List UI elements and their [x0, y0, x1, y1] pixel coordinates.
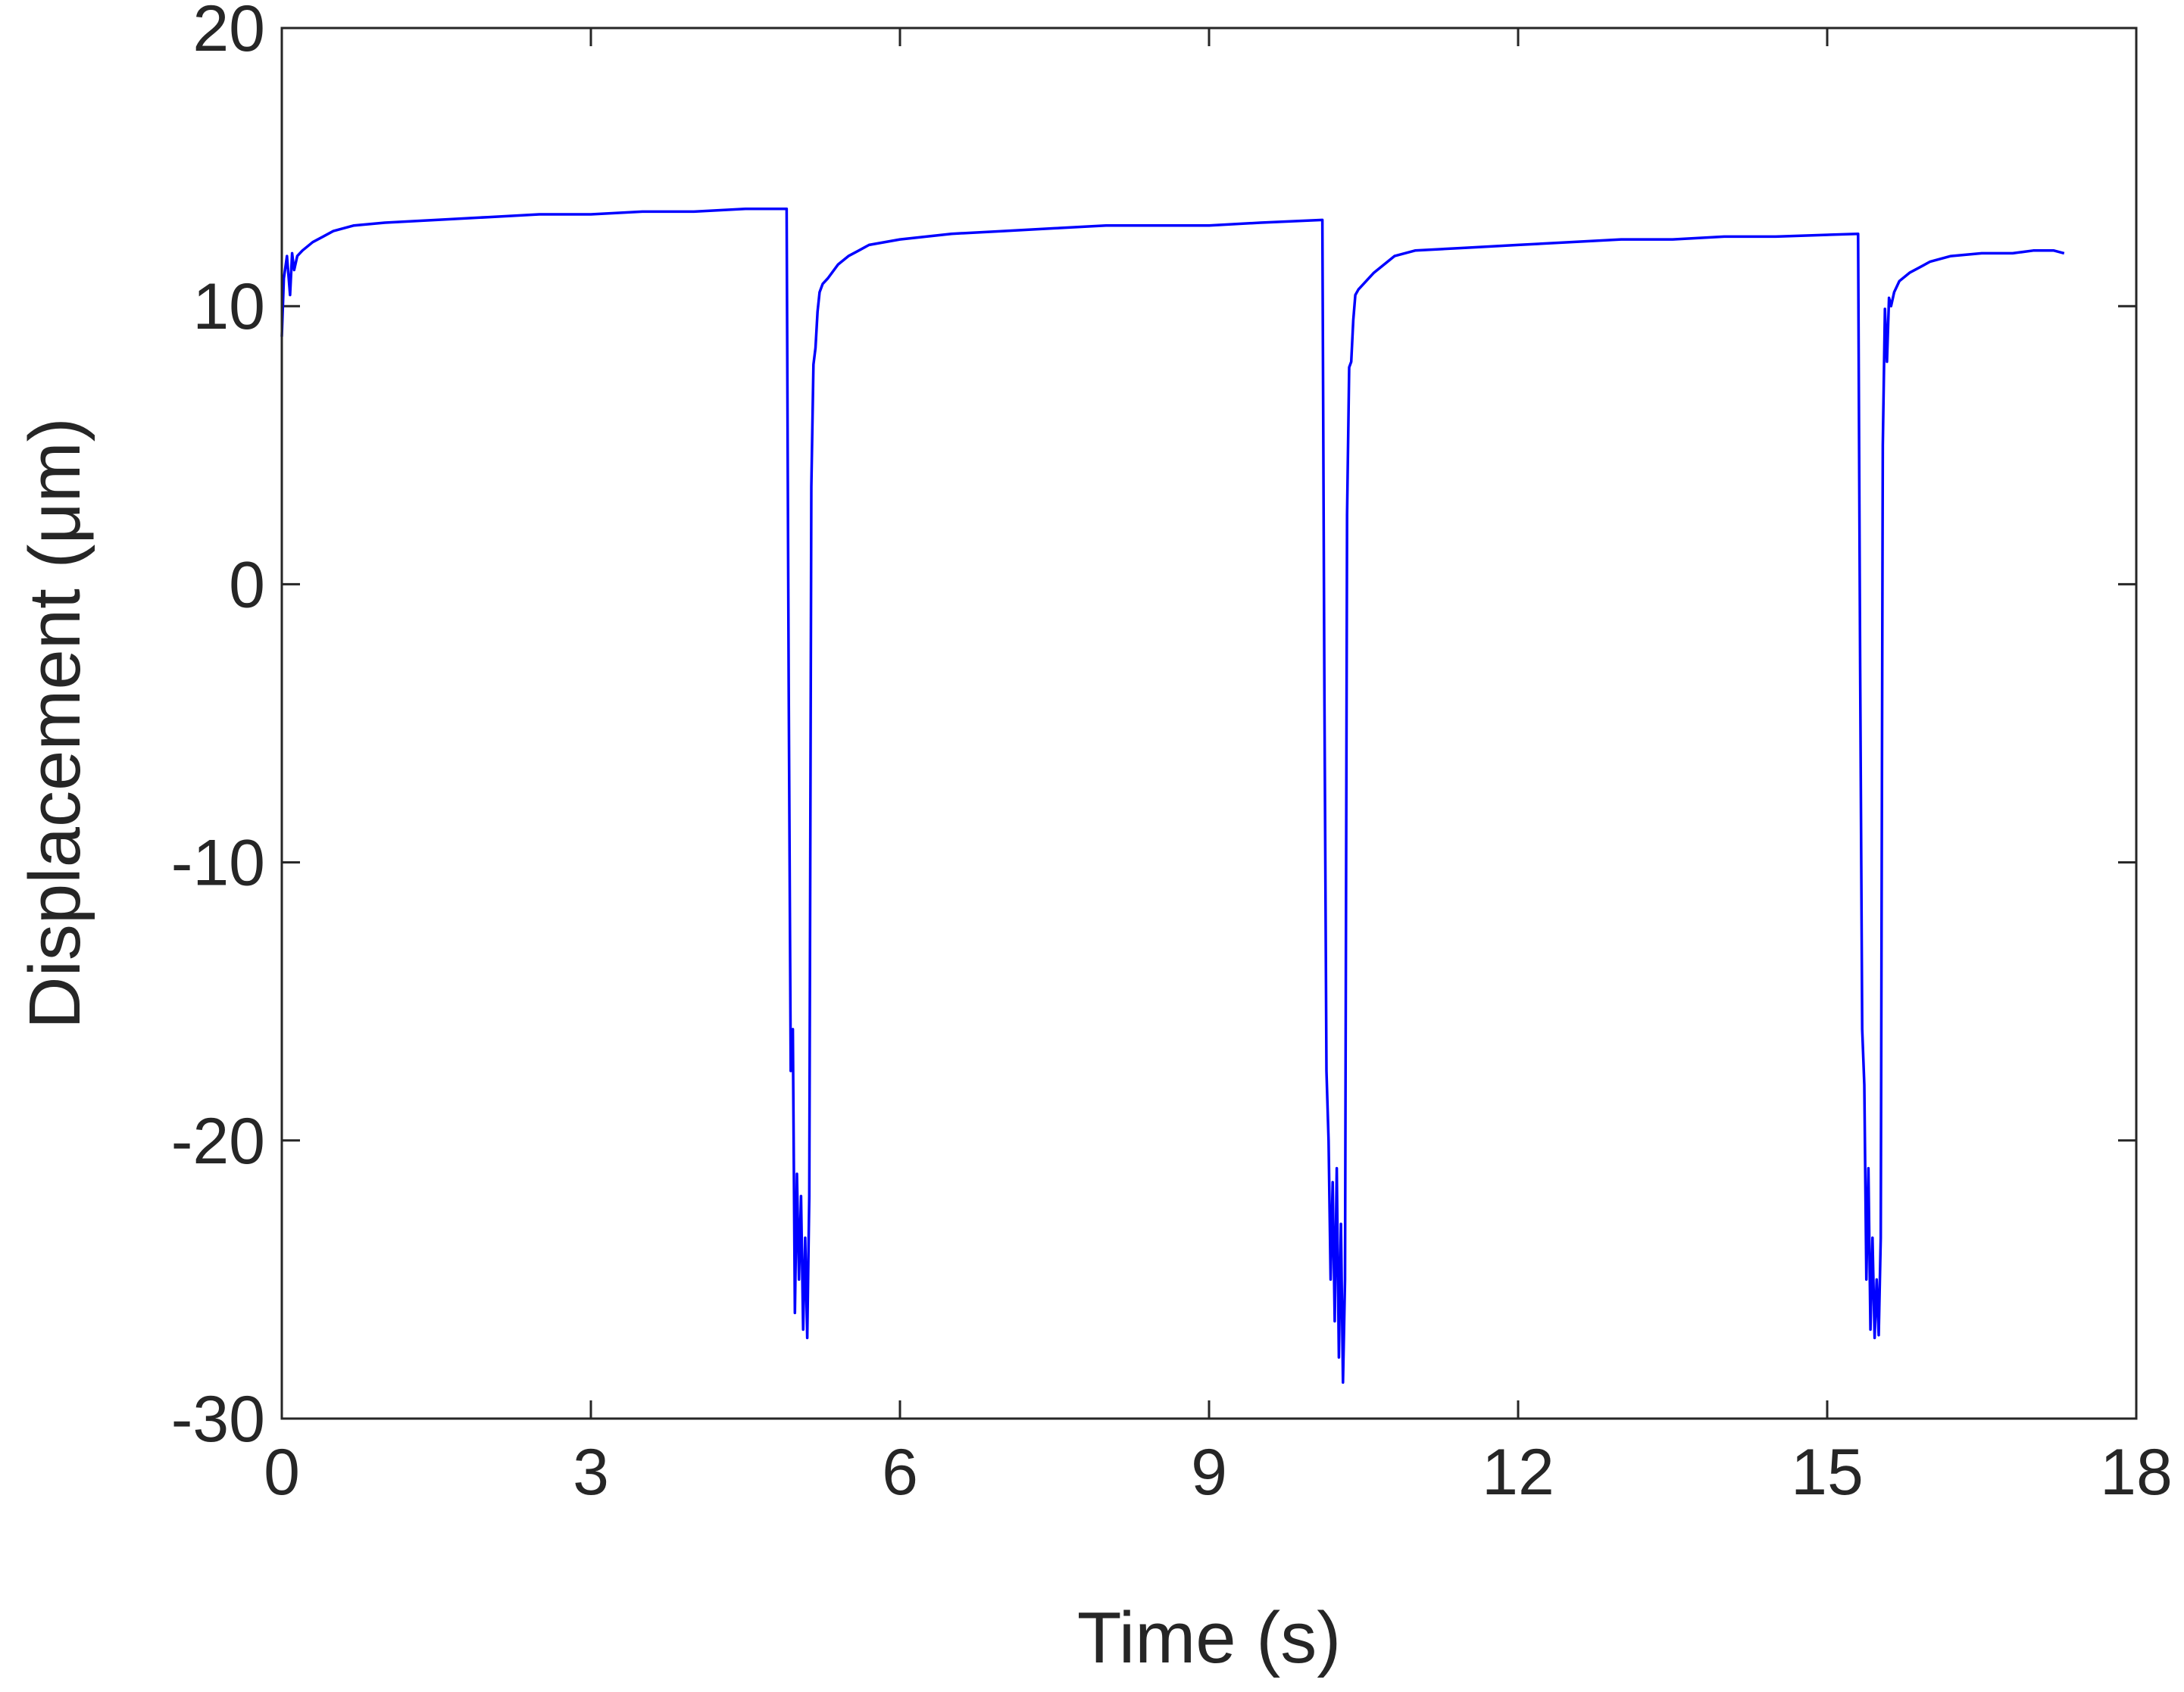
- plot-frame: [280, 27, 2138, 1420]
- plot-area: [280, 207, 2065, 1385]
- x-axis-label: Time (s): [1077, 1597, 1341, 1678]
- x-tick-label: 18: [2100, 1436, 2173, 1509]
- x-tick-label: 9: [1191, 1436, 1227, 1509]
- y-axis-label: Displacement (μm): [14, 417, 95, 1029]
- y-tick-label: 0: [229, 548, 265, 621]
- y-tick-label: -20: [171, 1105, 265, 1178]
- x-tick-label: 15: [1791, 1436, 1864, 1509]
- x-tick-label: 3: [573, 1436, 609, 1509]
- y-tick-label: 10: [192, 270, 265, 343]
- x-tick-label: 12: [1482, 1436, 1554, 1509]
- displacement-series-line: [280, 207, 2065, 1385]
- x-tick-label: 6: [882, 1436, 918, 1509]
- y-tick-label: -30: [171, 1383, 265, 1456]
- y-tick-label: 20: [192, 0, 265, 65]
- y-tick-label: -10: [171, 827, 265, 900]
- tick-labels: 0 3 6 9 12 15 18 -30 -20 -10 0 10 20: [171, 0, 2173, 1509]
- x-tick-label: 0: [264, 1436, 300, 1509]
